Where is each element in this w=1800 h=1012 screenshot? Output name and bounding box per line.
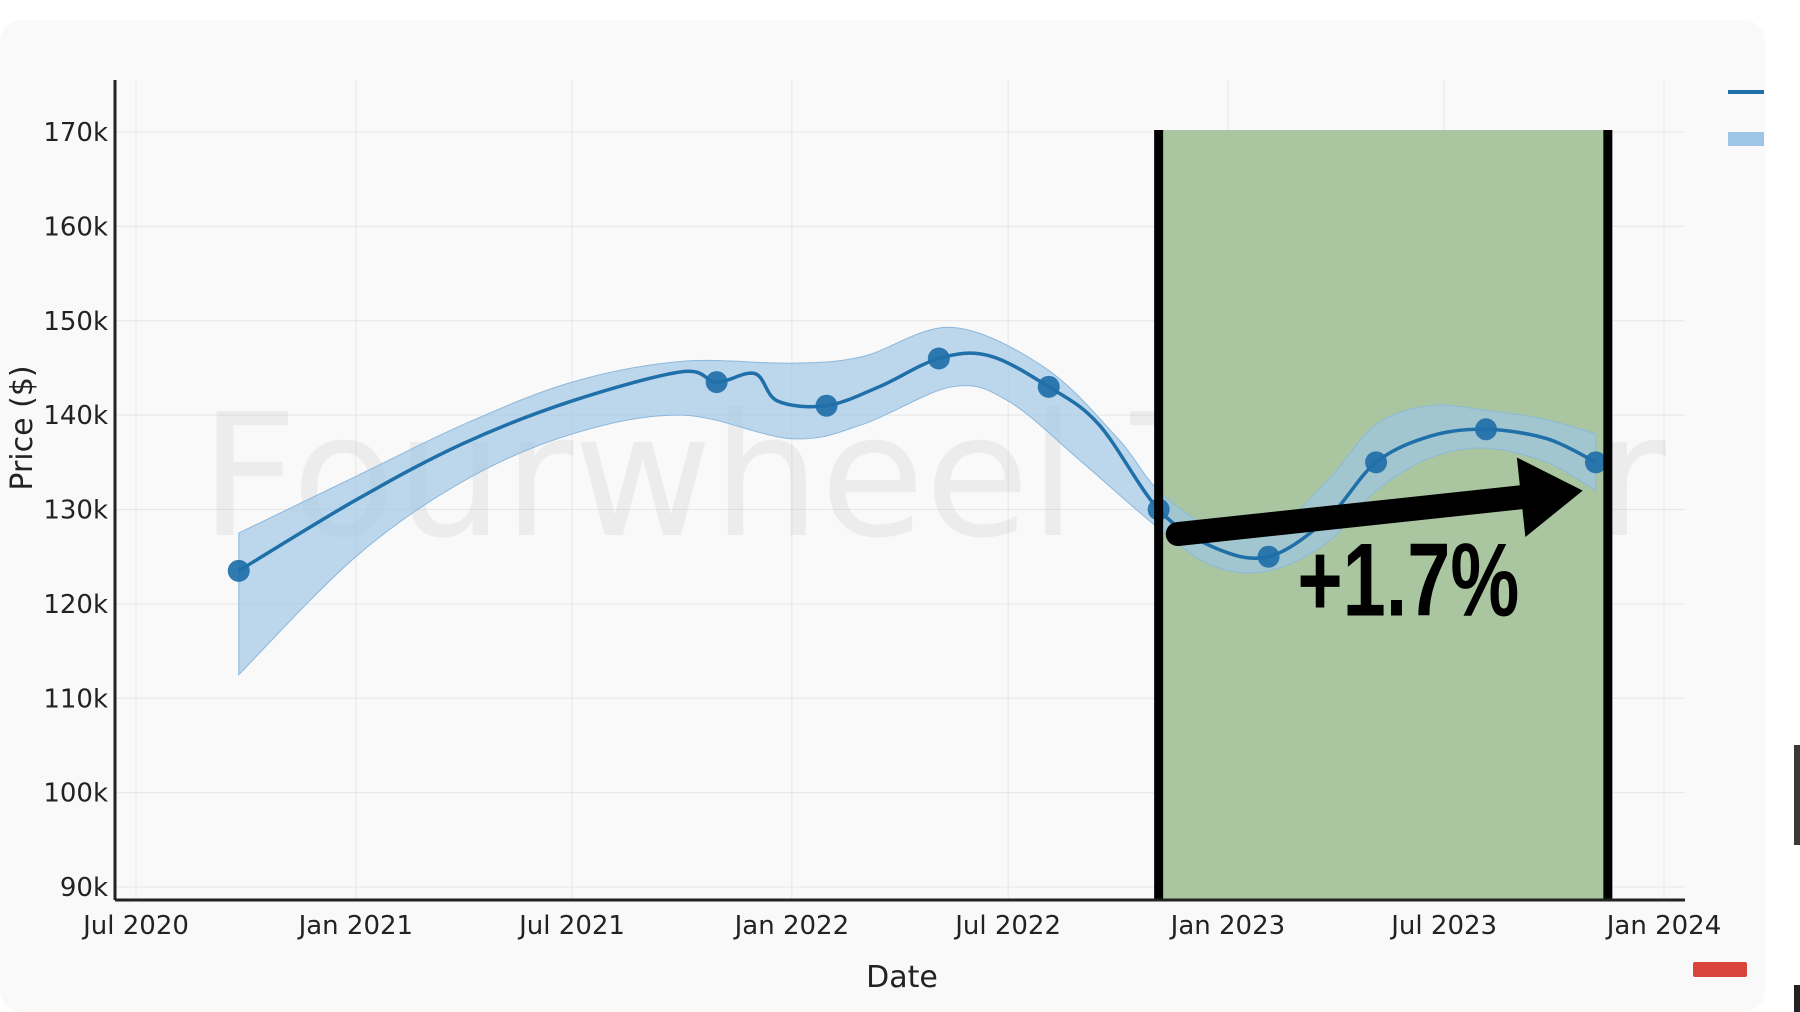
y-tick-label: 100k	[43, 779, 108, 809]
data-point	[927, 347, 950, 370]
y-tick-label: 90k	[60, 873, 108, 903]
x-tick-label: Jul 2022	[953, 911, 1061, 941]
arrow-annotation	[1165, 457, 1583, 547]
x-tick-label: Jul 2020	[81, 911, 189, 941]
data-point	[1584, 451, 1607, 474]
legend	[1728, 90, 1764, 146]
data-point	[705, 371, 728, 394]
y-tick-label: 120k	[43, 590, 108, 620]
percent-change-label: +1.7%	[1297, 522, 1519, 638]
y-tick-label: 110k	[43, 684, 108, 714]
confidence-band	[238, 326, 1597, 676]
data-point	[1257, 545, 1280, 568]
edge-mark	[1794, 745, 1800, 845]
x-tick-label: Jan 2023	[1169, 911, 1286, 941]
arrow-shaft	[1165, 484, 1538, 547]
x-tick-label: Jan 2022	[733, 911, 850, 941]
edge-mark	[1794, 985, 1800, 1012]
x-axis-title: Date	[866, 960, 938, 995]
data-point	[227, 559, 250, 582]
data-point	[815, 394, 838, 417]
y-axis-title: Price ($)	[5, 365, 40, 490]
axes	[113, 80, 1685, 902]
youtube-icon[interactable]	[1693, 962, 1747, 977]
x-axis-ticks: Jul 2020 Jan 2021 Jul 2021 Jan 2022 Jul 2022…	[81, 911, 1721, 941]
arrow-head	[1516, 457, 1583, 538]
data-point	[1365, 451, 1388, 474]
x-tick-label: Jan 2021	[297, 911, 414, 941]
y-tick-label: 160k	[43, 212, 108, 242]
data-points	[227, 347, 1607, 582]
y-tick-label: 140k	[43, 401, 108, 431]
x-tick-label: Jan 2024	[1605, 911, 1722, 941]
legend-band-swatch	[1728, 132, 1764, 146]
y-tick-label: 150k	[43, 307, 108, 337]
data-point	[1037, 375, 1060, 398]
y-axis-ticks: 90k 100k 110k 120k 130k 140k 150k 160k 170k	[43, 118, 108, 903]
y-tick-label: 170k	[43, 118, 108, 148]
price-chart: Fourwheel Trader 90k100k110k120k130k140k…	[5, 80, 1764, 995]
x-tick-label: Jul 2021	[517, 911, 625, 941]
grid	[115, 80, 1685, 900]
data-point	[1474, 418, 1497, 441]
y-tick-label: 130k	[43, 496, 108, 526]
chart-panel: Fourwheel Trader 90k 100k 110k 120k 130k 140k…	[0, 20, 1765, 1012]
x-tick-label: Jul 2023	[1389, 911, 1497, 941]
